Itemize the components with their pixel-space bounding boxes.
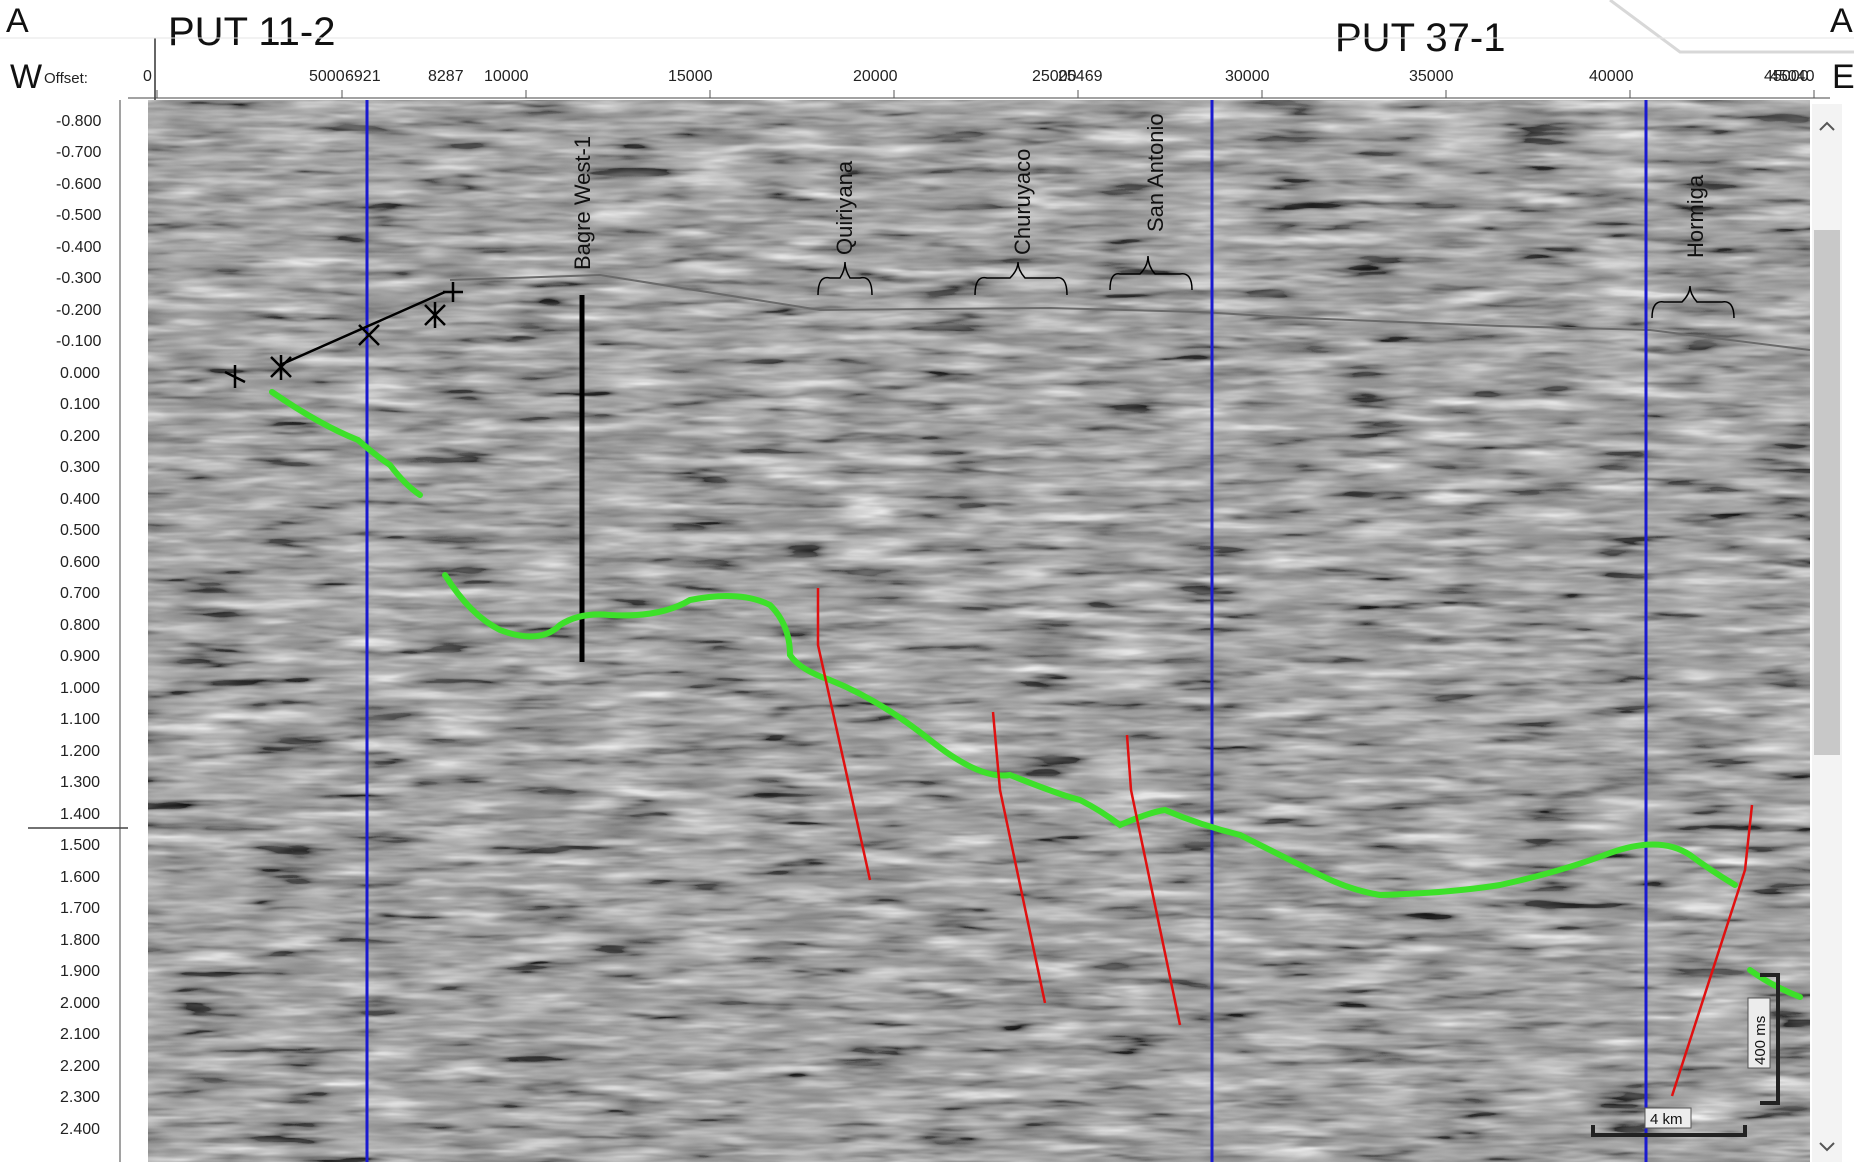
time-tick-label: -0.500 <box>56 207 102 224</box>
time-tick-label: 1.200 <box>60 743 101 760</box>
time-tick-label: 1.700 <box>60 900 101 917</box>
scale-bar-vertical-label: 400 ms <box>1752 1016 1769 1065</box>
time-tick-label: 2.000 <box>60 995 101 1012</box>
structure-label-hormiga: Hormiga <box>1683 174 1708 258</box>
time-tick-label: 1.900 <box>60 963 101 980</box>
corner-label-e: E <box>1832 58 1854 96</box>
time-tick-label: 1.400 <box>60 806 101 823</box>
time-tick-label: -0.600 <box>56 176 102 193</box>
fault-hormiga <box>1670 804 1754 1097</box>
offset-tick-label: 10000 <box>484 68 529 85</box>
time-tick-label: -0.800 <box>56 113 102 130</box>
time-tick-label: 0.500 <box>60 522 101 539</box>
time-tick-label: 1.100 <box>60 711 101 728</box>
well-title-put-11-2: PUT 11-2 <box>168 10 336 54</box>
time-tick-label: 0.300 <box>60 459 101 476</box>
offset-tick-label: 45000 <box>1764 68 1809 85</box>
structure-label-bagre-west-1: Bagre West-1 <box>570 136 595 270</box>
offset-tick-label: 35000 <box>1409 68 1454 85</box>
time-tick-label: 0.000 <box>60 365 101 382</box>
offset-tick-label: 25000 <box>1032 68 1077 85</box>
offset-tick-label: 45040 <box>1770 68 1815 85</box>
structure-label-churuyaco: Churuyaco <box>1010 149 1035 255</box>
offset-tick-label: 40000 <box>1589 68 1634 85</box>
time-tick-label: -0.300 <box>56 270 102 287</box>
offset-tick-label: 30000 <box>1225 68 1270 85</box>
scroll-down-arrow-icon[interactable] <box>1819 1142 1835 1152</box>
time-tick-label: 1.800 <box>60 932 101 949</box>
scroll-up-arrow-icon[interactable] <box>1819 121 1835 131</box>
time-tick-label: 1.300 <box>60 774 101 791</box>
time-tick-label: 0.400 <box>60 491 101 508</box>
time-tick-label: -0.100 <box>56 333 102 350</box>
time-tick-label: 0.200 <box>60 428 101 445</box>
vertical-scrollbar[interactable] <box>1812 104 1842 1162</box>
offset-tick-label: 25469 <box>1058 68 1103 85</box>
scrollbar-thumb[interactable] <box>1814 230 1840 755</box>
corner-label-a-prime: A' <box>1830 2 1854 40</box>
time-tick-label: 2.100 <box>60 1026 101 1043</box>
fault-lines <box>816 588 1754 1097</box>
offset-tick-label: 6921 <box>345 68 381 85</box>
well-path-markers <box>224 282 463 388</box>
fault-churuyaco <box>991 711 1047 1004</box>
corner-label-w: W <box>10 58 43 96</box>
time-tick-label: 2.300 <box>60 1089 101 1106</box>
offset-tick-label: 5000 <box>309 68 345 85</box>
time-tick-label: 1.500 <box>60 837 101 854</box>
time-tick-label: 0.700 <box>60 585 101 602</box>
structure-brackets <box>817 255 1735 319</box>
time-tick-label: 2.200 <box>60 1058 101 1075</box>
time-tick-label: -0.200 <box>56 302 102 319</box>
horizon-pick <box>269 389 1803 1000</box>
fault-quiriyana <box>816 588 872 881</box>
corner-label-a: A <box>6 2 29 40</box>
time-tick-label: 1.600 <box>60 869 101 886</box>
time-tick-label: -0.400 <box>56 239 102 256</box>
fault-san-antonio <box>1125 734 1182 1026</box>
structure-label-quiriyana: Quiriyana <box>832 160 857 255</box>
time-tick-label: 0.900 <box>60 648 101 665</box>
time-tick-label: 2.400 <box>60 1121 101 1138</box>
time-tick-label: -0.700 <box>56 144 102 161</box>
time-tick-label: 0.100 <box>60 396 101 413</box>
offset-tick-label: 0 <box>143 68 152 85</box>
offset-axis-label: Offset: <box>44 70 88 87</box>
offset-tick-label: 20000 <box>853 68 898 85</box>
time-tick-label: 0.800 <box>60 617 101 634</box>
time-tick-label: 1.000 <box>60 680 101 697</box>
structure-label-san-antonio: San Antonio <box>1143 113 1168 232</box>
time-tick-label: 0.600 <box>60 554 101 571</box>
scale-bar-horizontal-label: 4 km <box>1650 1111 1683 1128</box>
scale-bar-vertical <box>1760 973 1780 1105</box>
scale-bar-horizontal <box>1591 1125 1747 1137</box>
offset-tick-label: 8287 <box>428 68 464 85</box>
offset-tick-label: 15000 <box>668 68 713 85</box>
